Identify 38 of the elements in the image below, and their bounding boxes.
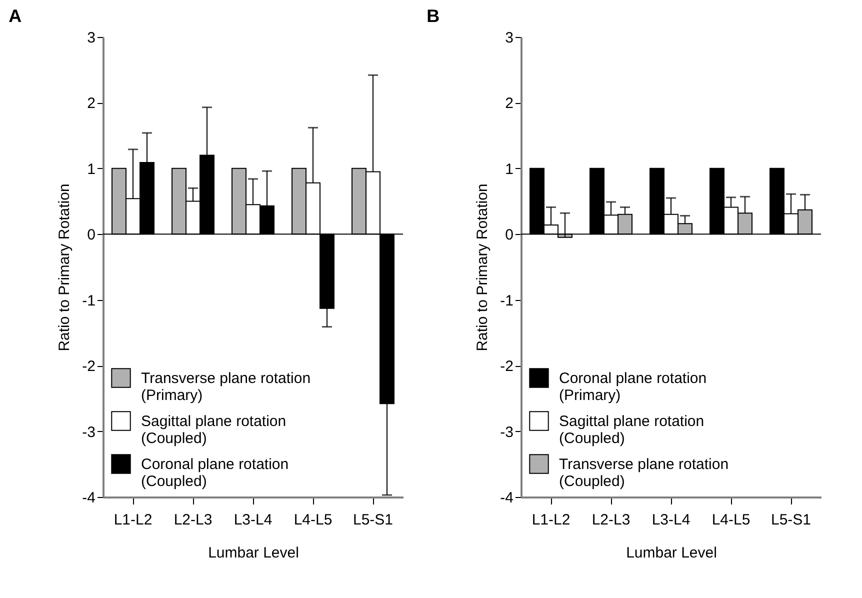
legend-label: Transverse plane rotation (Coupled) — [559, 456, 729, 490]
y-tick-label: 0 — [505, 226, 514, 244]
y-tick-label: 3 — [505, 30, 514, 46]
y-tick-label: -4 — [82, 490, 96, 506]
y-tick-label: 2 — [505, 95, 514, 112]
x-axis-title: Lumbar Level — [208, 544, 299, 562]
x-tick-label: L4-L5 — [712, 512, 750, 528]
y-tick-label: -2 — [82, 358, 96, 376]
y-axis-title: Ratio to Primary Rotation — [474, 184, 492, 352]
chart-title: A — [8, 6, 22, 26]
y-tick-label: 0 — [87, 226, 96, 244]
y-tick-label: -3 — [500, 424, 514, 441]
x-tick-label: L5-S1 — [770, 512, 812, 528]
x-tick-label: L4-L5 — [294, 512, 332, 528]
x-tick-label: L5-S1 — [352, 512, 394, 528]
legend-label: Sagittal plane rotation (Coupled) — [141, 413, 286, 447]
y-tick-label: -4 — [500, 490, 514, 506]
y-tick-label: -3 — [82, 424, 96, 441]
y-tick-label: 1 — [505, 160, 514, 178]
x-tick-label: L1-L2 — [532, 512, 570, 528]
legend-label: Coronal plane rotation (Coupled) — [141, 456, 289, 490]
legend-label: Sagittal plane rotation (Coupled) — [559, 413, 704, 447]
legend-label: Transverse plane rotation (Primary) — [141, 370, 311, 404]
y-tick-label: -1 — [500, 292, 514, 310]
chart-title: B — [426, 6, 440, 26]
y-tick-label: -2 — [500, 358, 514, 376]
x-tick-label: L3-L4 — [652, 512, 690, 528]
x-tick-label: L3-L4 — [234, 512, 272, 528]
x-tick-label: L2-L3 — [592, 512, 630, 528]
legend-label: Coronal plane rotation (Primary) — [559, 370, 707, 404]
y-tick-label: 3 — [87, 30, 96, 46]
y-tick-label: 1 — [87, 160, 96, 178]
x-tick-label: L1-L2 — [114, 512, 152, 528]
y-tick-label: 2 — [87, 95, 96, 112]
y-axis-title: Ratio to Primary Rotation — [56, 184, 74, 352]
x-axis-title: Lumbar Level — [626, 544, 717, 562]
y-tick-label: -1 — [82, 292, 96, 310]
x-tick-label: L2-L3 — [174, 512, 212, 528]
